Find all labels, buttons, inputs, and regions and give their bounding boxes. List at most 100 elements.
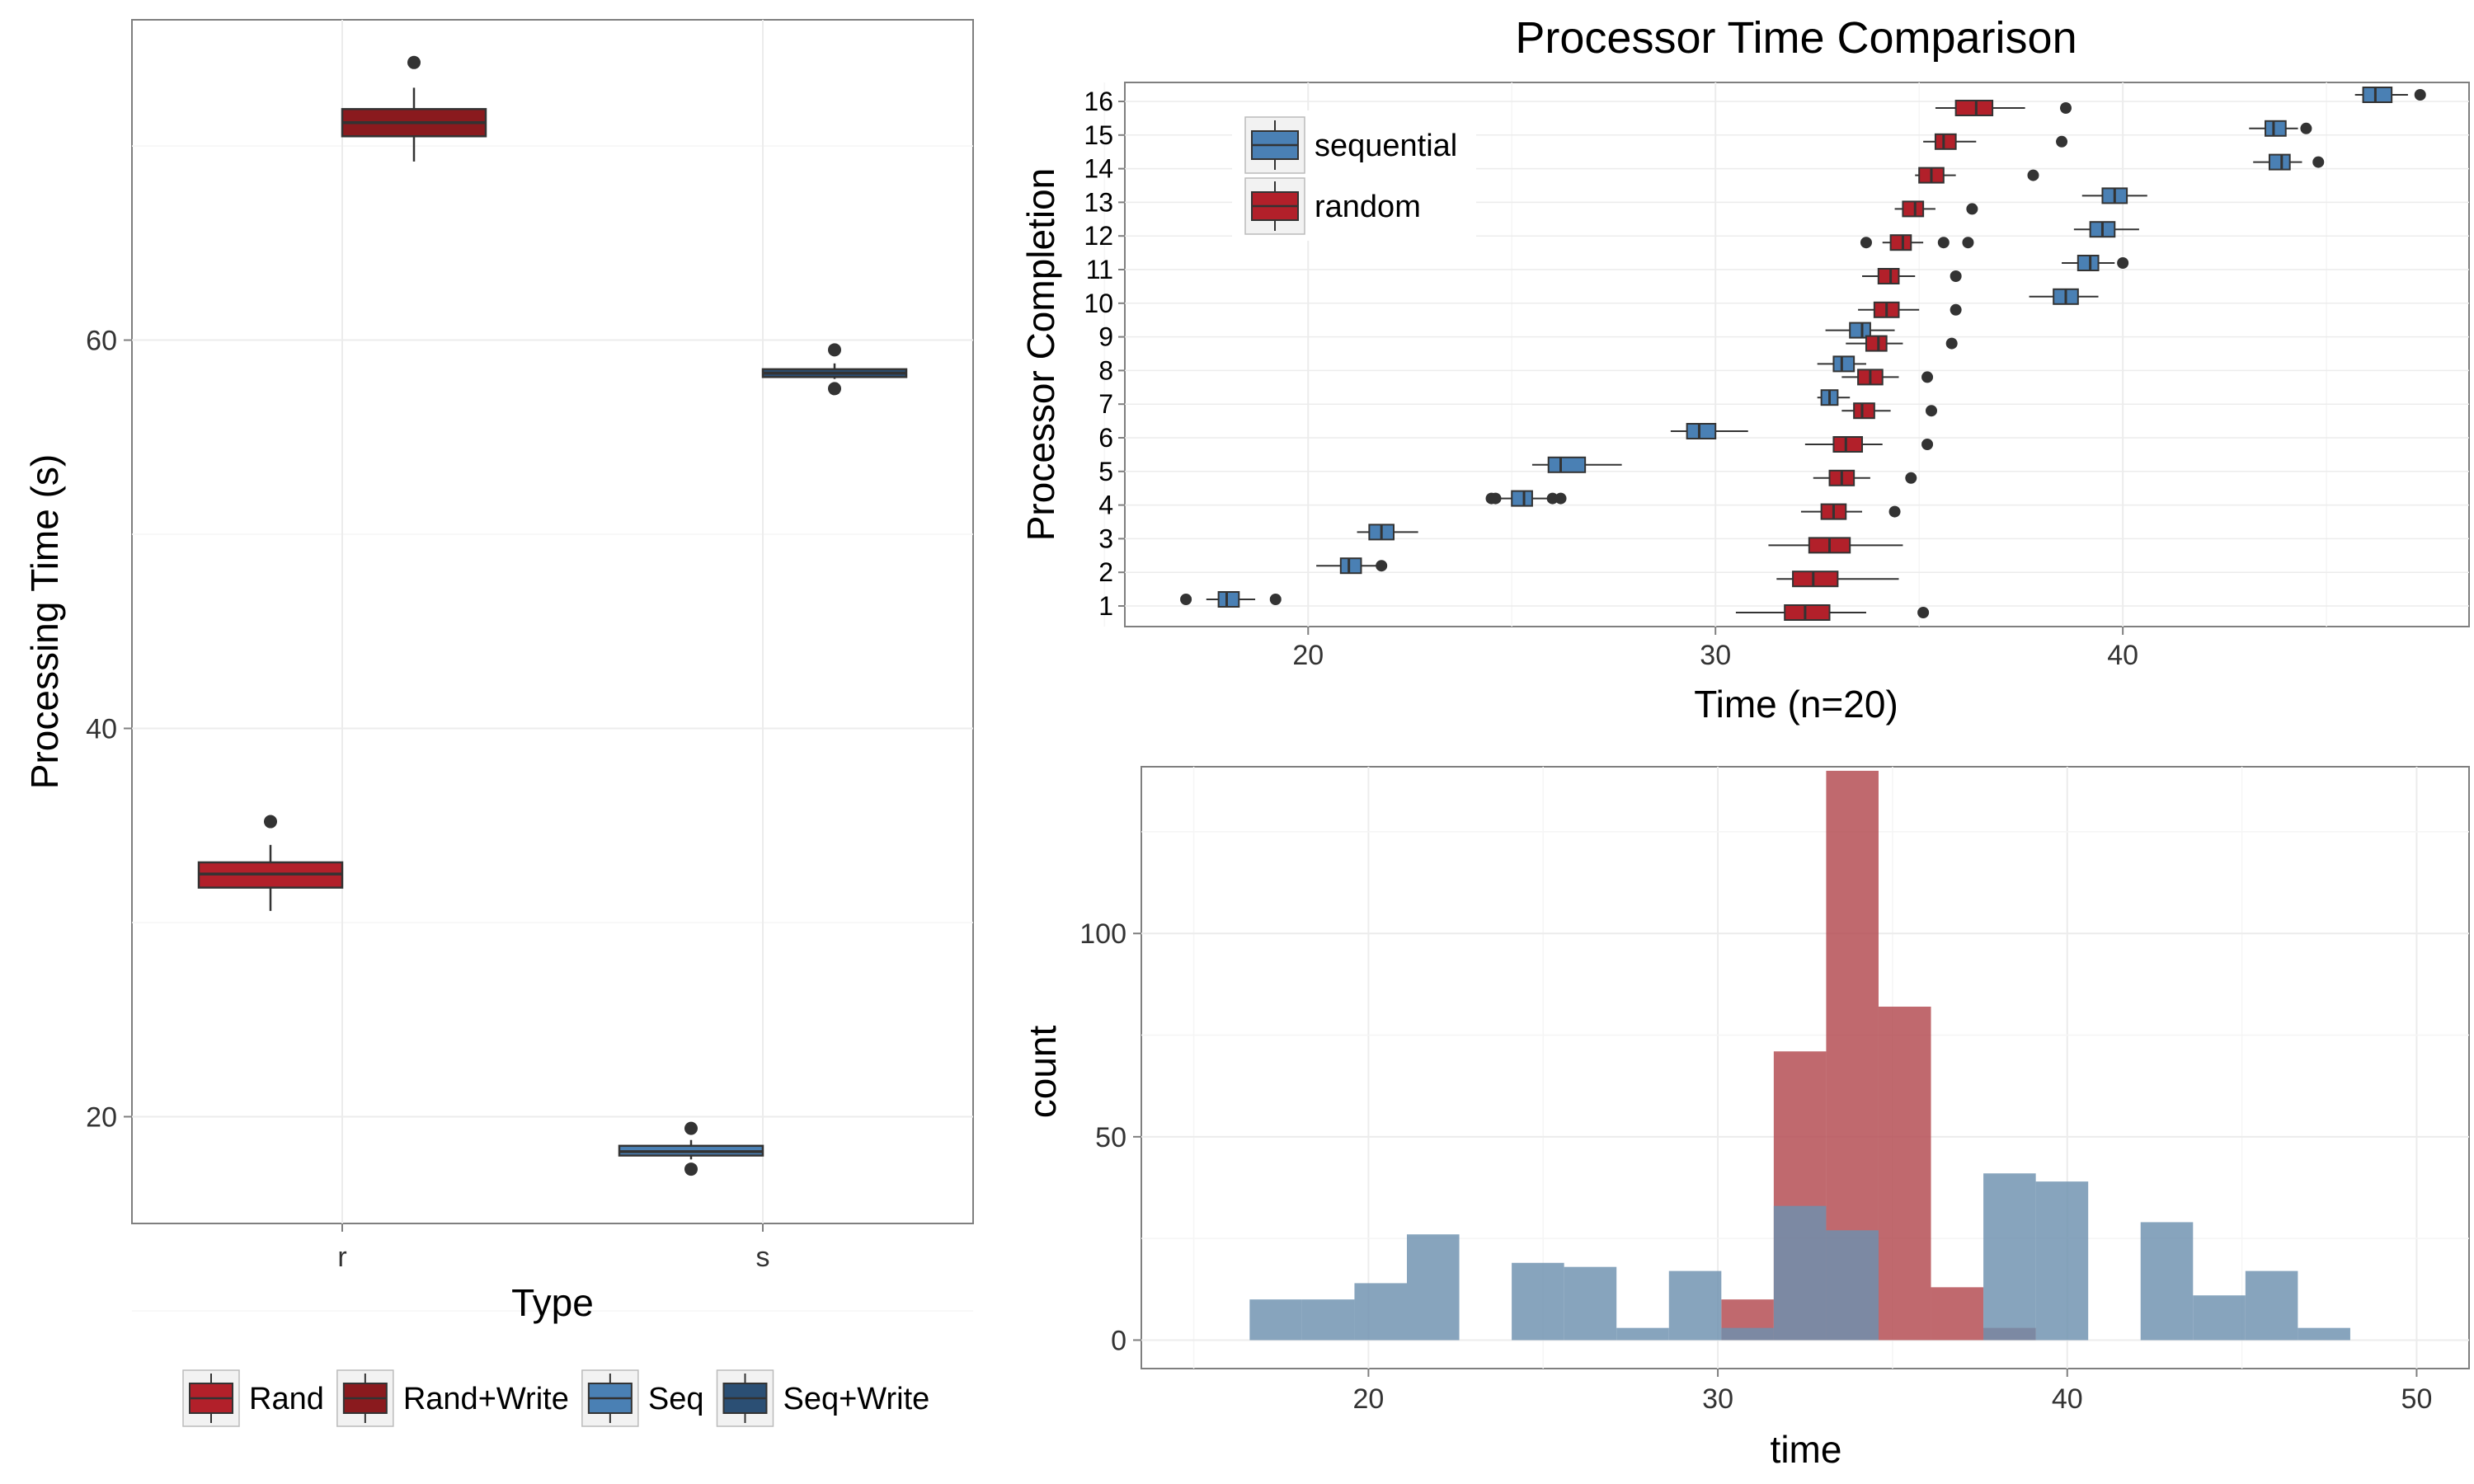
histogram-x-tick-label: 20 bbox=[1352, 1383, 1384, 1415]
type-plot-area bbox=[131, 19, 974, 1224]
processor-y-tick-label: 14 bbox=[1084, 154, 1113, 184]
processor-y-tick-label: 1 bbox=[1098, 591, 1113, 621]
processor-box-sequential-3 bbox=[1357, 524, 1418, 541]
box-body bbox=[1832, 355, 1856, 373]
box-body bbox=[1784, 604, 1831, 621]
type-boxes bbox=[197, 55, 908, 1176]
processor-boxes bbox=[1180, 87, 2426, 621]
box-outlier-point bbox=[1966, 203, 1978, 215]
histogram-y-axis-title: count bbox=[1021, 1026, 1064, 1119]
histogram-x-tick-label: 30 bbox=[1702, 1383, 1733, 1415]
box-outlier-point bbox=[1554, 492, 1567, 505]
processor-box-random-16 bbox=[1935, 100, 2072, 116]
processor-y-tick-label: 10 bbox=[1084, 289, 1113, 318]
histogram-y-tick-label: 100 bbox=[1079, 918, 1126, 950]
histogram-y-tick-label: 0 bbox=[1111, 1325, 1126, 1356]
processor-box-sequential-11 bbox=[2062, 255, 2129, 271]
processor-box-random-4 bbox=[1800, 503, 1901, 520]
processor-y-tick-label: 9 bbox=[1098, 322, 1113, 352]
histogram-bar-sequential bbox=[1826, 1230, 1879, 1341]
box-outlier-point bbox=[1950, 270, 1962, 282]
histogram-bars bbox=[1249, 770, 2350, 1341]
box-outlier-point bbox=[2027, 169, 2039, 181]
box-outlier-point bbox=[1921, 439, 1934, 450]
processor-y-tick-label: 6 bbox=[1098, 423, 1113, 453]
box-s-seq-write bbox=[761, 343, 908, 396]
processor-box-random-6 bbox=[1804, 436, 1934, 453]
box-outlier-point bbox=[1905, 472, 1917, 484]
box-outlier-point bbox=[1926, 405, 1937, 417]
box-outlier-point bbox=[1962, 237, 1974, 249]
box-body bbox=[1792, 571, 1839, 588]
histogram-bar-sequential bbox=[2298, 1327, 2350, 1341]
type-x-tick-label: s bbox=[756, 1242, 770, 1273]
processor-box-sequential-9 bbox=[1825, 322, 1895, 339]
processor-box-sequential-5 bbox=[1531, 456, 1622, 473]
processor-box-sequential-4 bbox=[1485, 490, 1567, 507]
processor-y-tick-label: 4 bbox=[1098, 491, 1113, 520]
histogram-bar-sequential bbox=[2140, 1222, 2194, 1341]
type-legend-entry-seq: Seq bbox=[581, 1369, 703, 1427]
legend-label: sequential bbox=[1315, 129, 1457, 163]
processor-box-random-9 bbox=[1846, 335, 1958, 352]
histogram-bar-random bbox=[1931, 1287, 1984, 1341]
histogram-bar-sequential bbox=[1407, 1234, 1460, 1341]
processor-box-sequential-16 bbox=[2354, 87, 2426, 103]
histogram-x-axis-title: time bbox=[1771, 1428, 1842, 1471]
histogram-bar-sequential bbox=[1564, 1266, 1617, 1341]
processor-box-random-14 bbox=[1915, 167, 2039, 184]
processor-x-tick-label: 20 bbox=[1292, 640, 1324, 671]
processor-series-random bbox=[1735, 100, 2072, 621]
box-body bbox=[1547, 456, 1587, 473]
processor-box-sequential-13 bbox=[2081, 187, 2147, 204]
histogram-bar-sequential bbox=[1721, 1327, 1774, 1341]
box-body bbox=[1853, 402, 1875, 420]
processor-x-axis-title: Time (n=20) bbox=[1694, 683, 1898, 726]
type-y-tick-label: 40 bbox=[86, 714, 117, 745]
box-s-seq bbox=[618, 1121, 764, 1176]
box-outlier-point bbox=[1489, 492, 1502, 505]
processor-y-tick-label: 16 bbox=[1084, 87, 1113, 116]
processor-box-random-13 bbox=[1894, 200, 1978, 218]
processor-box-sequential-8 bbox=[1817, 355, 1866, 373]
box-outlier-point bbox=[2300, 122, 2312, 134]
processor-box-random-2 bbox=[1776, 571, 1899, 588]
box-body bbox=[1217, 591, 1240, 608]
processor-box-random-5 bbox=[1813, 469, 1917, 486]
box-outlier-point bbox=[2312, 156, 2325, 168]
histogram-x-tick-label: 50 bbox=[2401, 1383, 2433, 1415]
processor-box-random-7 bbox=[1841, 402, 1937, 420]
histogram-bar-sequential bbox=[1983, 1173, 2036, 1341]
processor-box-random-12 bbox=[1860, 234, 1974, 251]
box-outlier-point bbox=[684, 1162, 698, 1176]
box-outlier-point bbox=[1945, 337, 1958, 350]
histogram-series-sequential bbox=[1249, 1173, 2350, 1341]
box-outlier-point bbox=[1950, 303, 1962, 316]
box-outlier-point bbox=[1180, 594, 1192, 605]
histogram-bar-sequential bbox=[2193, 1295, 2246, 1341]
processor-box-random-1 bbox=[1735, 604, 1930, 621]
processor-box-sequential-2 bbox=[1316, 557, 1388, 575]
box-body bbox=[1902, 200, 1925, 218]
histogram-bar-sequential bbox=[1668, 1270, 1722, 1341]
processor-y-axis-title: Processor Completion bbox=[1019, 168, 1062, 542]
processor-box-sequential-1 bbox=[1180, 591, 1282, 608]
box-r-rand bbox=[197, 815, 344, 911]
box-body bbox=[1865, 335, 1888, 352]
processor-y-tick-label: 7 bbox=[1098, 389, 1113, 419]
type-y-tick-label: 20 bbox=[86, 1101, 117, 1133]
box-body bbox=[2362, 87, 2393, 103]
type-x-axis-title: Type bbox=[511, 1281, 594, 1324]
processor-chart-title: Processor Time Comparison bbox=[1515, 13, 2077, 63]
histogram-bar-sequential bbox=[1512, 1262, 1564, 1341]
box-outlier-point bbox=[828, 382, 841, 396]
processor-box-random-11 bbox=[1862, 268, 1962, 284]
legend-label: Seq+Write bbox=[783, 1382, 929, 1416]
processor-series-sequential bbox=[1180, 87, 2426, 608]
processor-box-random-8 bbox=[1841, 369, 1934, 386]
processor-legend: sequential random bbox=[1232, 110, 1476, 241]
histogram-bar-sequential bbox=[1301, 1299, 1355, 1341]
box-outlier-point bbox=[828, 343, 841, 357]
